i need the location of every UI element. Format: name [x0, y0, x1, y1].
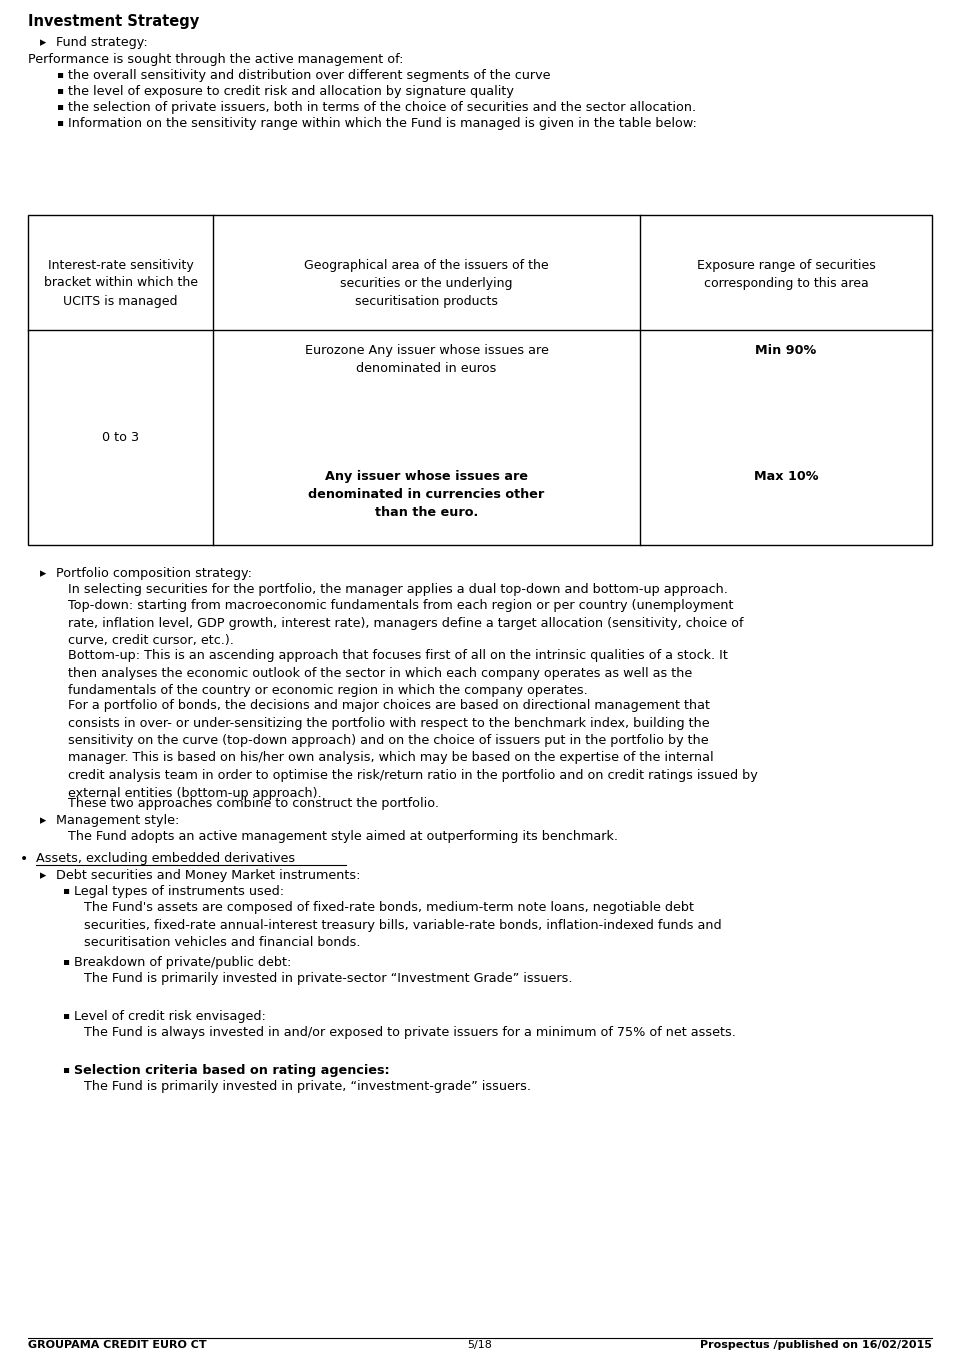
Text: ▪: ▪ — [56, 117, 63, 126]
Text: Performance is sought through the active management of:: Performance is sought through the active… — [28, 53, 403, 67]
Text: The Fund's assets are composed of fixed-rate bonds, medium-term note loans, nego: The Fund's assets are composed of fixed-… — [84, 900, 722, 949]
Text: Top-down: starting from macroeconomic fundamentals from each region or per count: Top-down: starting from macroeconomic fu… — [68, 598, 743, 647]
Text: The Fund is always invested in and/or exposed to private issuers for a minimum o: The Fund is always invested in and/or ex… — [84, 1025, 736, 1039]
Text: Prospectus /published on 16/02/2015: Prospectus /published on 16/02/2015 — [700, 1340, 932, 1350]
Bar — [28, 215, 932, 545]
Text: the selection of private issuers, both in terms of the choice of securities and : the selection of private issuers, both i… — [68, 101, 696, 114]
Text: ▪: ▪ — [56, 84, 63, 95]
Text: ▸: ▸ — [40, 815, 46, 827]
Text: Breakdown of private/public debt:: Breakdown of private/public debt: — [74, 956, 292, 968]
Text: Fund strategy:: Fund strategy: — [56, 35, 148, 49]
Text: 0 to 3: 0 to 3 — [102, 431, 139, 443]
Text: Investment Strategy: Investment Strategy — [28, 14, 200, 29]
Text: Geographical area of the issuers of the
securities or the underlying
securitisat: Geographical area of the issuers of the … — [304, 258, 549, 307]
Text: ▪: ▪ — [56, 101, 63, 112]
Text: Level of credit risk envisaged:: Level of credit risk envisaged: — [74, 1010, 266, 1023]
Text: ▪: ▪ — [56, 69, 63, 79]
Text: Max 10%: Max 10% — [754, 471, 818, 483]
Text: the overall sensitivity and distribution over different segments of the curve: the overall sensitivity and distribution… — [68, 69, 550, 82]
Text: Legal types of instruments used:: Legal types of instruments used: — [74, 885, 284, 898]
Text: Assets, excluding embedded derivatives: Assets, excluding embedded derivatives — [36, 851, 295, 865]
Text: Eurozone Any issuer whose issues are
denominated in euros: Eurozone Any issuer whose issues are den… — [304, 344, 548, 375]
Text: Debt securities and Money Market instruments:: Debt securities and Money Market instrum… — [56, 869, 361, 883]
Text: •: • — [20, 851, 28, 866]
Text: Bottom-up: This is an ascending approach that focuses first of all on the intrin: Bottom-up: This is an ascending approach… — [68, 649, 728, 696]
Text: Interest-rate sensitivity
bracket within which the
UCITS is managed: Interest-rate sensitivity bracket within… — [43, 258, 198, 307]
Text: ▸: ▸ — [40, 567, 46, 579]
Text: Management style:: Management style: — [56, 815, 180, 827]
Text: ▪: ▪ — [62, 1010, 69, 1020]
Text: These two approaches combine to construct the portfolio.: These two approaches combine to construc… — [68, 797, 439, 811]
Text: The Fund is primarily invested in private, “investment-grade” issuers.: The Fund is primarily invested in privat… — [84, 1080, 531, 1093]
Text: Min 90%: Min 90% — [756, 344, 817, 356]
Text: ▪: ▪ — [62, 956, 69, 966]
Text: ▸: ▸ — [40, 869, 46, 883]
Text: Any issuer whose issues are
denominated in currencies other
than the euro.: Any issuer whose issues are denominated … — [308, 471, 544, 520]
Text: In selecting securities for the portfolio, the manager applies a dual top-down a: In selecting securities for the portfoli… — [68, 583, 728, 596]
Text: Portfolio composition strategy:: Portfolio composition strategy: — [56, 567, 252, 579]
Text: Information on the sensitivity range within which the Fund is managed is given i: Information on the sensitivity range wit… — [68, 117, 697, 131]
Text: the level of exposure to credit risk and allocation by signature quality: the level of exposure to credit risk and… — [68, 84, 514, 98]
Text: The Fund is primarily invested in private-sector “Investment Grade” issuers.: The Fund is primarily invested in privat… — [84, 972, 572, 985]
Text: Selection criteria based on rating agencies:: Selection criteria based on rating agenc… — [74, 1064, 390, 1077]
Text: ▪: ▪ — [62, 885, 69, 895]
Text: ▪: ▪ — [62, 1064, 69, 1074]
Text: GROUPAMA CREDIT EURO CT: GROUPAMA CREDIT EURO CT — [28, 1340, 206, 1350]
Text: For a portfolio of bonds, the decisions and major choices are based on direction: For a portfolio of bonds, the decisions … — [68, 699, 757, 800]
Text: Exposure range of securities
corresponding to this area: Exposure range of securities correspondi… — [697, 258, 876, 290]
Text: The Fund adopts an active management style aimed at outperforming its benchmark.: The Fund adopts an active management sty… — [68, 830, 618, 843]
Text: ▸: ▸ — [40, 35, 46, 49]
Text: 5/18: 5/18 — [468, 1340, 492, 1350]
